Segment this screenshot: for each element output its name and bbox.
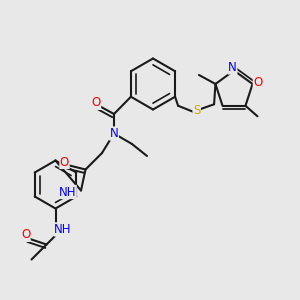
Text: O: O [21, 228, 30, 242]
Text: NH: NH [54, 223, 72, 236]
Text: O: O [60, 155, 69, 169]
Text: O: O [253, 76, 262, 89]
Text: O: O [92, 96, 100, 110]
Text: N: N [110, 127, 118, 140]
Text: S: S [193, 104, 200, 117]
Text: NH: NH [59, 185, 76, 199]
Text: N: N [228, 61, 237, 74]
